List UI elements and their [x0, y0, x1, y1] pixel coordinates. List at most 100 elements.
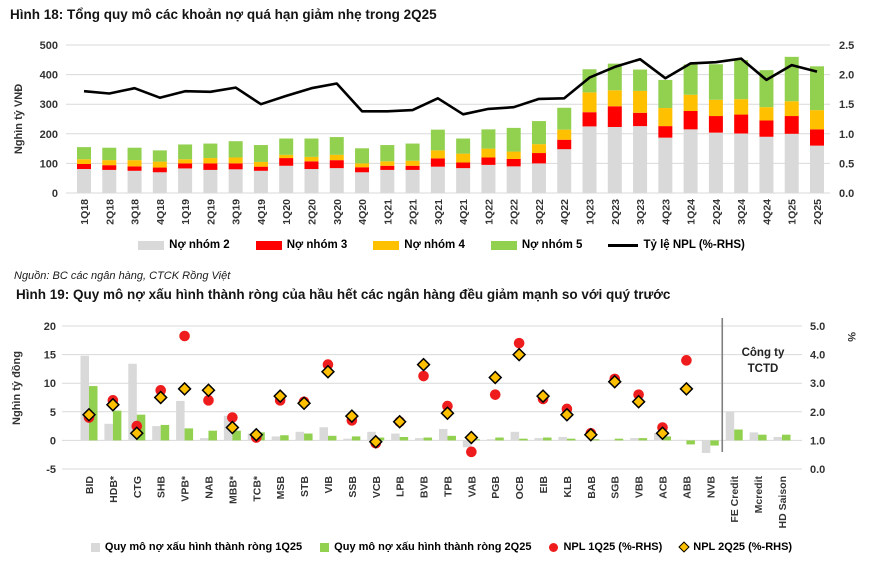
figure18-title: Hình 18: Tổng quy mô các khoản nợ quá hạ…: [10, 7, 437, 22]
x-axis-tick: VBB: [634, 476, 646, 499]
stacked-bar-segment: [708, 99, 723, 117]
y-axis-tick-left: 100: [40, 158, 58, 170]
annotation-cong-ty-tctd: Công ty: [742, 347, 785, 359]
npl-2q25-marker: [464, 430, 479, 445]
figure19-legend: Quy mô nợ xấu hình thành ròng 1Q25 Quy mô…: [0, 541, 883, 553]
y-axis-tick-left: 10: [44, 378, 56, 390]
x-axis-tick: VCB: [371, 476, 383, 499]
stacked-bar-segment: [405, 160, 420, 166]
bar: [351, 436, 361, 441]
x-axis-tick: 1Q18: [79, 199, 91, 225]
stacked-bar-segment: [759, 70, 774, 108]
x-axis-tick: 1Q20: [281, 199, 293, 225]
stacked-bar-segment: [759, 136, 774, 193]
stacked-bar-segment: [355, 167, 370, 173]
y-axis-tick-right: 0.0: [810, 464, 825, 476]
x-axis-tick: 1Q22: [483, 199, 495, 225]
y-axis-tick-right: 4.0: [810, 350, 825, 362]
legend-item: Nợ nhóm 3: [255, 239, 347, 251]
bar: [638, 438, 648, 441]
x-axis-tick: MSB: [275, 476, 287, 500]
legend-swatch-icon: [320, 542, 330, 552]
legend-swatch-icon: [138, 240, 165, 250]
legend-item: Quy mô nợ xấu hình thành ròng 2Q25: [320, 541, 531, 553]
bar: [319, 427, 328, 441]
x-axis-tick: 3Q21: [433, 199, 445, 225]
npl-1q25-marker: [227, 412, 238, 423]
stacked-bar-segment: [683, 94, 698, 112]
npl-2q25-marker: [368, 434, 383, 449]
bar: [391, 433, 400, 441]
stacked-bar-segment: [582, 126, 597, 193]
stacked-bar-segment: [759, 107, 774, 121]
legend-label: NPL 1Q25 (%-RHS): [563, 541, 663, 553]
stacked-bar-segment: [304, 138, 319, 157]
stacked-bar-segment: [380, 165, 395, 170]
stacked-bar-segment: [708, 116, 723, 133]
y-axis-tick-right: 2.0: [839, 70, 854, 82]
stacked-bar-segment: [228, 157, 243, 164]
bar: [327, 435, 337, 441]
bar: [510, 431, 520, 441]
bar: [295, 431, 305, 441]
npl-1q25-marker: [131, 420, 143, 432]
stacked-bar-segment: [531, 121, 546, 145]
legend-label: Quy mô nợ xấu hình thành ròng 1Q25: [104, 541, 303, 553]
stacked-bar-segment: [329, 137, 344, 155]
stacked-bar-segment: [658, 79, 673, 109]
stacked-bar-segment: [456, 153, 471, 163]
stacked-bar-segment: [658, 126, 673, 138]
x-axis-tick: 4Q23: [660, 199, 672, 225]
stacked-bar-segment: [77, 147, 91, 160]
bar: [399, 436, 409, 441]
figure18-legend: Nợ nhóm 2 Nợ nhóm 3 Nợ nhóm 4 Nợ nhóm 5 Tỷ l…: [0, 239, 883, 251]
x-axis-tick: SHB: [156, 476, 168, 499]
stacked-bar-segment: [102, 147, 117, 161]
y-axis-tick-left: 20: [44, 321, 56, 333]
bar: [152, 426, 161, 441]
bar: [343, 438, 352, 441]
stacked-bar-segment: [380, 161, 395, 166]
stacked-bar-segment: [481, 157, 496, 165]
npl-2q25-marker: [536, 389, 551, 404]
y-axis-tick-left: 300: [40, 99, 58, 111]
bar: [606, 439, 615, 441]
y-axis-tick-left: 0: [50, 435, 56, 447]
stacked-bar-segment: [380, 169, 395, 193]
npl-2q25-marker: [559, 407, 574, 422]
legend-label: Nợ nhóm 4: [404, 239, 465, 251]
bar: [758, 434, 767, 441]
x-axis-tick: SGB: [610, 476, 622, 499]
stacked-bar-segment: [152, 167, 167, 173]
stacked-bar-segment: [506, 158, 521, 167]
bar: [773, 436, 782, 441]
stacked-bar-segment: [304, 161, 319, 170]
legend-swatch-icon: [490, 240, 517, 250]
x-axis-tick: NAB: [203, 476, 215, 499]
stacked-bar-segment: [228, 141, 243, 158]
stacked-bar-segment: [810, 110, 824, 130]
stacked-bar-segment: [228, 163, 243, 170]
stacked-bar-segment: [481, 164, 496, 193]
stacked-bar-segment: [683, 129, 698, 193]
x-axis-tick: VAB: [466, 476, 478, 498]
legend-dot-icon: [549, 542, 559, 552]
stacked-bar-segment: [329, 154, 344, 161]
x-axis-tick: 4Q24: [761, 199, 773, 225]
stacked-bar-segment: [810, 145, 824, 193]
stacked-bar-segment: [456, 168, 471, 193]
npl-2q25-marker: [440, 406, 455, 421]
npl-2q25-marker: [512, 347, 527, 362]
bar: [566, 438, 576, 441]
y-axis-title: Nghìn tỷ VNĐ: [13, 84, 25, 154]
npl-1q25-marker: [513, 337, 525, 349]
x-axis-tick: NVB: [705, 476, 717, 499]
x-axis-tick: STB: [299, 476, 311, 497]
bar: [199, 438, 209, 441]
y-axis-tick-right: 5.0: [810, 321, 825, 333]
x-axis-tick: 2Q25: [812, 199, 824, 225]
bar: [80, 355, 89, 441]
stacked-bar-segment: [607, 63, 622, 91]
x-axis-tick: PGB: [490, 476, 502, 499]
